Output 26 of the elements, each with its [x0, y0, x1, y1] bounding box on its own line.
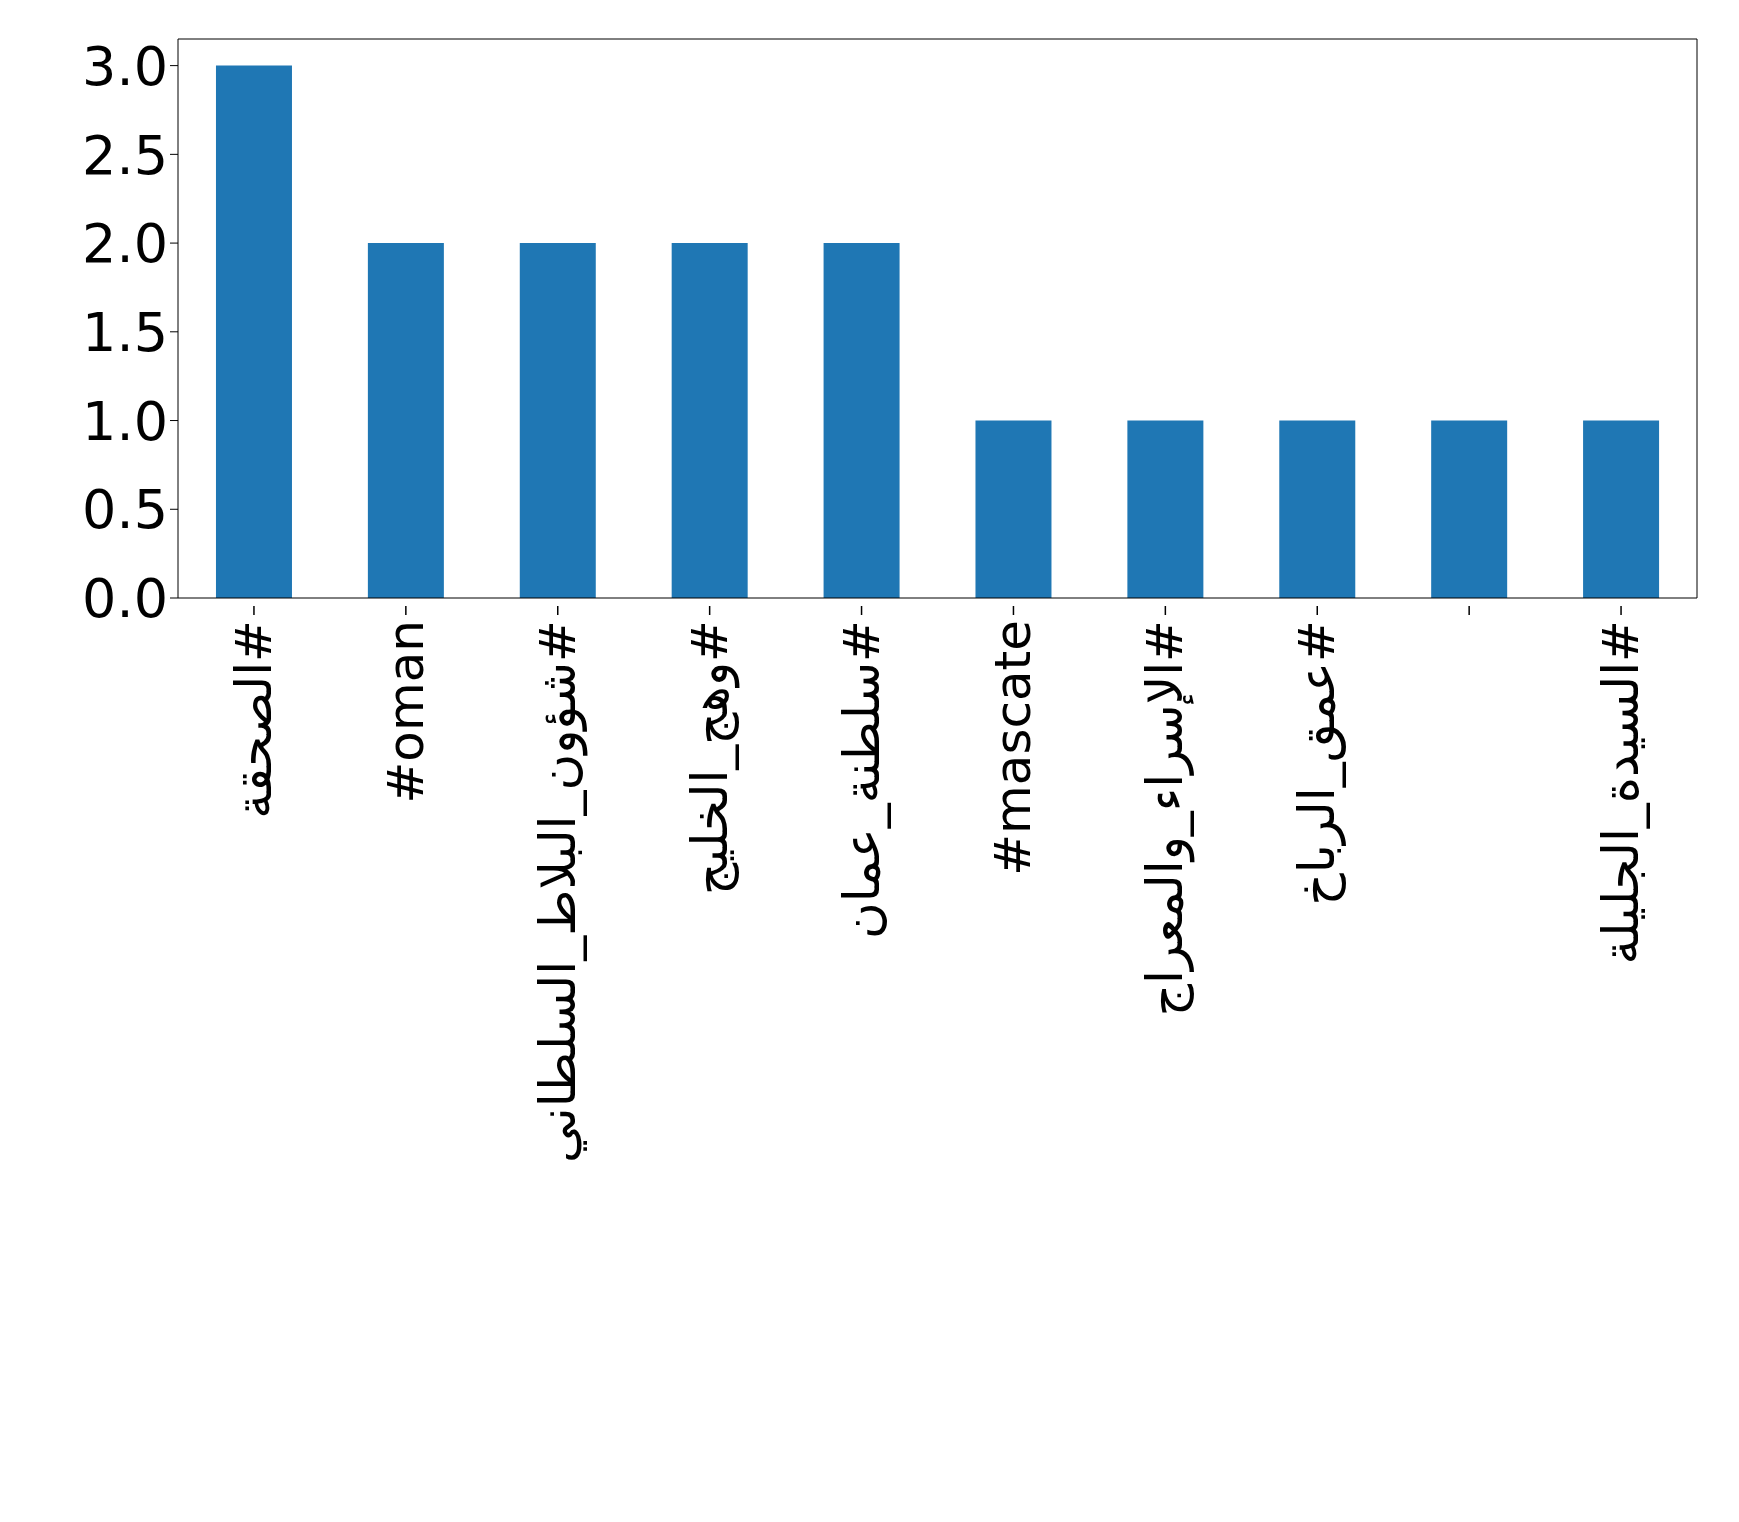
bar	[671, 243, 748, 598]
x-tick-label: #السيدة_الجليلة	[1592, 620, 1651, 965]
y-tick-label: 2.5	[82, 123, 168, 187]
bar	[823, 243, 900, 598]
x-tick-label: #الإسراء_والمعراج	[1136, 620, 1196, 1017]
y-tick-label: 1.5	[82, 300, 168, 364]
y-tick-label: 0.0	[82, 567, 168, 631]
x-tick-label: #عمق_الرباخ	[1288, 620, 1347, 906]
x-tick-label: #الصحقة	[224, 620, 283, 819]
bar	[975, 420, 1052, 598]
bar	[1127, 420, 1204, 598]
x-tick-label: #mascate	[984, 620, 1043, 876]
bar	[1583, 420, 1660, 598]
bar	[367, 243, 444, 598]
y-tick-label: 1.0	[82, 389, 168, 453]
bar	[1279, 420, 1356, 598]
x-tick-label: #وهج_الخليج	[680, 620, 740, 895]
bar	[519, 243, 596, 598]
x-tick-label: #شؤون_البلاط_السلطاني	[528, 620, 588, 1163]
bar	[215, 65, 292, 598]
y-tick-label: 0.5	[82, 478, 168, 542]
bar	[1431, 420, 1508, 598]
y-tick-label: 3.0	[82, 34, 168, 98]
y-tick-label: 2.0	[82, 212, 168, 276]
x-tick-label: #oman	[376, 620, 435, 804]
x-tick-label: #سلطنة_عمان	[832, 620, 891, 939]
